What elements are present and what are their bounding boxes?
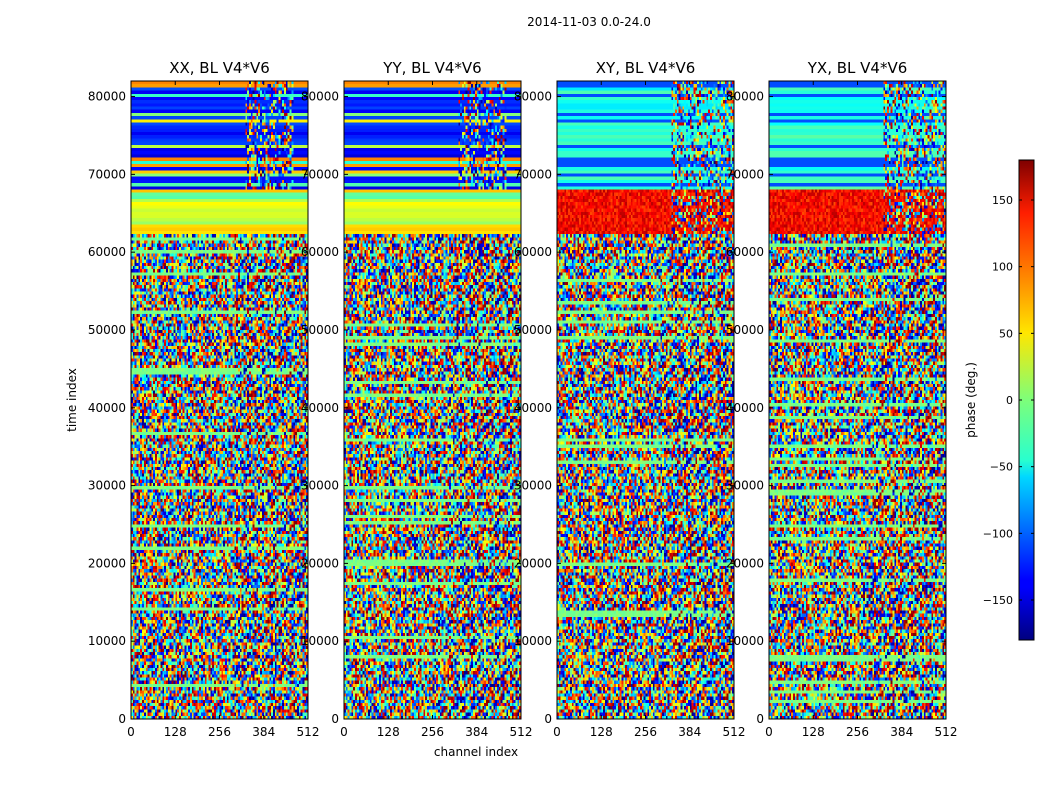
- x-tick-label: 384: [465, 725, 488, 739]
- x-tick-label: 128: [377, 725, 400, 739]
- y-tick-label: 60000: [301, 245, 339, 259]
- panel-4: YX, BL V4*V6 0 128 256 384 512 0 10000 20000 3000…: [726, 59, 958, 739]
- y-tick-label: 0: [331, 712, 339, 726]
- x-tick-label: 256: [846, 725, 869, 739]
- y-tick-label: 40000: [514, 401, 552, 415]
- panel-2: YY, BL V4*V6 0 128 256 384 512 0 10000 20000 3000…: [301, 59, 533, 739]
- y-tick-label: 0: [118, 712, 126, 726]
- panel-title: YX, BL V4*V6: [807, 59, 908, 77]
- colorbar-tick-label: −150: [983, 594, 1013, 607]
- y-tick-label: 40000: [726, 401, 764, 415]
- y-tick-label: 10000: [514, 634, 552, 648]
- figure-suptitle: 2014-11-03 0.0-24.0: [527, 15, 651, 29]
- x-tick-label: 384: [252, 725, 275, 739]
- y-tick-label: 30000: [726, 479, 764, 493]
- x-tick-label: 128: [164, 725, 187, 739]
- y-tick-label: 50000: [88, 323, 126, 337]
- panel-1: XX, BL V4*V6 0 128 256 384 512 0 10000 20000 3000…: [88, 59, 320, 739]
- colorbar-tick-label: 150: [992, 194, 1013, 207]
- y-tick-label: 50000: [301, 323, 339, 337]
- y-tick-label: 70000: [301, 167, 339, 181]
- y-tick-label: 0: [756, 712, 764, 726]
- x-tick-label: 384: [890, 725, 913, 739]
- panel-3: XY, BL V4*V6 0 128 256 384 512 0 10000 20000 3000…: [514, 59, 746, 739]
- y-tick-label: 0: [544, 712, 552, 726]
- panel-title: YY, BL V4*V6: [382, 59, 481, 77]
- x-tick-label: 256: [208, 725, 231, 739]
- panels-group: XX, BL V4*V6 0 128 256 384 512 0 10000 20000 3000…: [88, 59, 958, 739]
- x-tick-label: 0: [553, 725, 561, 739]
- y-tick-label: 10000: [726, 634, 764, 648]
- x-tick-label: 512: [723, 725, 746, 739]
- y-tick-label: 50000: [514, 323, 552, 337]
- y-tick-label: 20000: [726, 556, 764, 570]
- panel-title: XX, BL V4*V6: [169, 59, 270, 77]
- colorbar-tick-label: −100: [983, 527, 1013, 540]
- colorbar-tick-label: 100: [992, 261, 1013, 274]
- x-tick-label: 0: [127, 725, 135, 739]
- x-tick-label: 256: [421, 725, 444, 739]
- y-axis-label: time index: [65, 368, 79, 432]
- heatmap-image: [344, 81, 521, 719]
- y-tick-label: 20000: [301, 556, 339, 570]
- y-tick-label: 20000: [514, 556, 552, 570]
- x-tick-label: 256: [634, 725, 657, 739]
- y-tick-label: 60000: [726, 245, 764, 259]
- x-axis-label: channel index: [434, 745, 518, 759]
- x-tick-label: 128: [590, 725, 613, 739]
- y-tick-label: 20000: [88, 556, 126, 570]
- y-tick-label: 30000: [514, 479, 552, 493]
- y-tick-label: 70000: [88, 167, 126, 181]
- y-tick-label: 80000: [726, 90, 764, 104]
- y-tick-label: 10000: [301, 634, 339, 648]
- colorbar-tick-label: 0: [1006, 394, 1013, 407]
- colorbar-tick-label: 50: [999, 327, 1013, 340]
- y-tick-label: 70000: [726, 167, 764, 181]
- x-tick-label: 128: [802, 725, 825, 739]
- heatmap-image: [131, 81, 308, 719]
- x-tick-label: 512: [935, 725, 958, 739]
- y-tick-label: 60000: [514, 245, 552, 259]
- x-tick-label: 0: [340, 725, 348, 739]
- x-tick-label: 512: [510, 725, 533, 739]
- heatmap-image: [557, 81, 734, 719]
- y-tick-label: 10000: [88, 634, 126, 648]
- y-tick-label: 40000: [88, 401, 126, 415]
- y-tick-label: 70000: [514, 167, 552, 181]
- y-tick-label: 40000: [301, 401, 339, 415]
- y-tick-label: 30000: [301, 479, 339, 493]
- x-tick-label: 512: [297, 725, 320, 739]
- colorbar-ticks: 150 100 50 0 −50 −100 −150: [983, 194, 1034, 607]
- y-tick-label: 80000: [301, 90, 339, 104]
- panel-title: XY, BL V4*V6: [596, 59, 696, 77]
- colorbar: 150 100 50 0 −50 −100 −150 phase (deg.): [964, 159, 1035, 641]
- y-tick-label: 30000: [88, 479, 126, 493]
- y-tick-label: 50000: [726, 323, 764, 337]
- y-tick-label: 80000: [88, 90, 126, 104]
- colorbar-label: phase (deg.): [964, 362, 978, 438]
- heatmap-image: [769, 81, 946, 719]
- x-tick-label: 0: [765, 725, 773, 739]
- x-tick-label: 384: [678, 725, 701, 739]
- y-tick-label: 80000: [514, 90, 552, 104]
- y-tick-label: 60000: [88, 245, 126, 259]
- colorbar-tick-label: −50: [990, 461, 1013, 474]
